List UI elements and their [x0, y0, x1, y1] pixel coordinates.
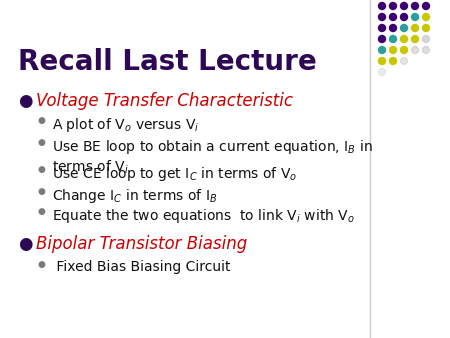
Circle shape	[378, 14, 386, 21]
Circle shape	[378, 47, 386, 53]
Circle shape	[400, 14, 408, 21]
Text: ●: ●	[38, 260, 46, 269]
Text: Voltage Transfer Characteristic: Voltage Transfer Characteristic	[36, 92, 293, 110]
Circle shape	[390, 57, 396, 65]
Circle shape	[423, 2, 429, 9]
Text: Use CE loop to get I$_C$ in terms of V$_o$: Use CE loop to get I$_C$ in terms of V$_…	[52, 165, 297, 183]
Text: ●: ●	[38, 207, 46, 216]
Circle shape	[378, 35, 386, 43]
Circle shape	[411, 24, 418, 31]
Text: ●: ●	[38, 165, 46, 174]
Text: Bipolar Transistor Biasing: Bipolar Transistor Biasing	[36, 235, 247, 253]
Circle shape	[390, 47, 396, 53]
Circle shape	[390, 24, 396, 31]
Text: ●: ●	[18, 92, 32, 110]
Circle shape	[378, 24, 386, 31]
Circle shape	[411, 35, 418, 43]
Circle shape	[378, 2, 386, 9]
Text: Equate the two equations  to link V$_i$ with V$_o$: Equate the two equations to link V$_i$ w…	[52, 207, 355, 225]
Circle shape	[400, 35, 408, 43]
Text: ●: ●	[38, 116, 46, 125]
Circle shape	[378, 57, 386, 65]
Circle shape	[411, 47, 418, 53]
Circle shape	[390, 2, 396, 9]
Circle shape	[423, 35, 429, 43]
Circle shape	[400, 57, 408, 65]
Text: ●: ●	[18, 235, 32, 253]
Circle shape	[400, 2, 408, 9]
Text: Use BE loop to obtain a current equation, I$_B$ in
terms of V$_i$: Use BE loop to obtain a current equation…	[52, 138, 373, 176]
Text: Change I$_C$ in terms of I$_B$: Change I$_C$ in terms of I$_B$	[52, 187, 217, 205]
Circle shape	[411, 2, 418, 9]
Circle shape	[378, 69, 386, 75]
Circle shape	[400, 24, 408, 31]
Text: Recall Last Lecture: Recall Last Lecture	[18, 48, 317, 76]
Circle shape	[423, 14, 429, 21]
Circle shape	[423, 24, 429, 31]
Circle shape	[423, 47, 429, 53]
Text: ●: ●	[38, 187, 46, 196]
Text: ●: ●	[38, 138, 46, 147]
Circle shape	[411, 14, 418, 21]
Text: A plot of V$_o$ versus V$_i$: A plot of V$_o$ versus V$_i$	[52, 116, 199, 134]
Text: Fixed Bias Biasing Circuit: Fixed Bias Biasing Circuit	[52, 260, 230, 274]
Circle shape	[400, 47, 408, 53]
Circle shape	[390, 35, 396, 43]
Circle shape	[390, 14, 396, 21]
